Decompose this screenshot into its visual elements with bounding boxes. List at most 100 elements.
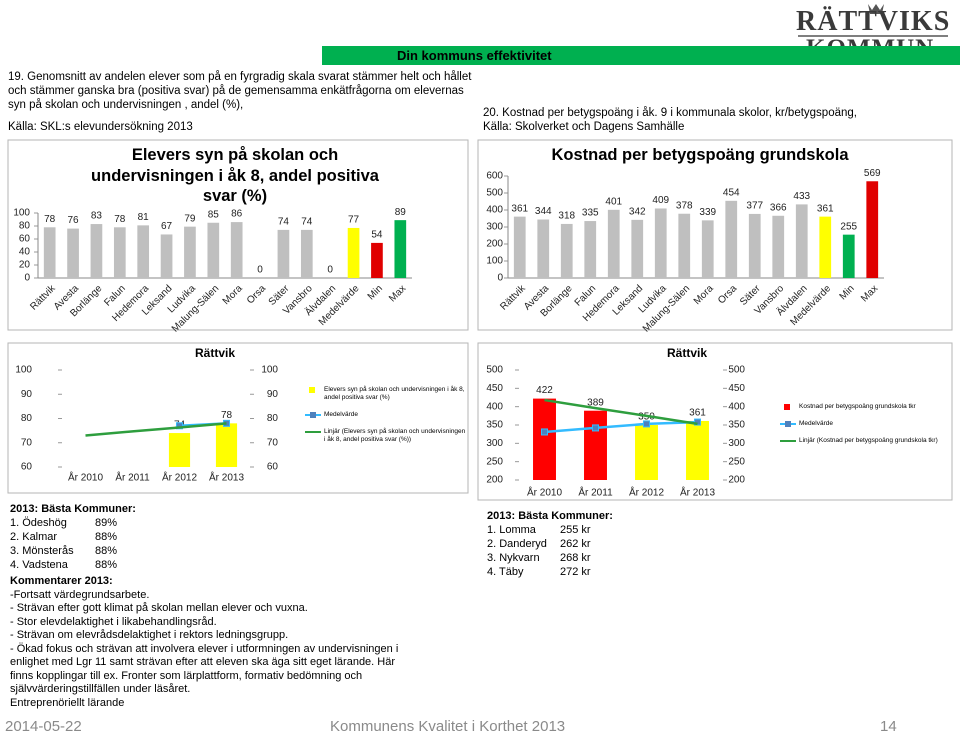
legend-label: Kostnad per betygspoäng grundskola tkr (799, 403, 916, 410)
best-name: 4. Vadstena (10, 559, 68, 571)
legend-label: Medelvärde (324, 411, 358, 418)
best-heading: 2013: Bästa Kommuner: (10, 503, 136, 515)
data-label: 378 (676, 200, 693, 211)
data-label: 361 (511, 203, 528, 214)
x-tick-label: År 2010 (527, 486, 562, 499)
bar (207, 222, 220, 278)
y-tick-label: 450 (486, 383, 503, 394)
bar (394, 220, 407, 278)
legend: Elevers syn på skolan och undervisningen… (305, 386, 467, 453)
chart-frame (7, 342, 469, 494)
y-tick-label: 400 (486, 401, 503, 412)
y-tick-label: 250 (486, 456, 503, 467)
y-tick-label: 80 (19, 221, 31, 232)
bar (533, 398, 556, 480)
bar (168, 433, 191, 467)
logo-line: RÄTTVIKS (796, 6, 951, 37)
y-tick-label: 450 (728, 383, 745, 394)
x-tick-label: År 2011 (115, 471, 150, 484)
legend-swatch (780, 440, 796, 442)
bar (160, 234, 173, 278)
line (544, 398, 698, 426)
data-label: 366 (770, 202, 787, 213)
legend-entry: Linjär (Kostnad per betygspoäng grundsko… (780, 437, 940, 445)
bar (113, 227, 126, 278)
data-label: 81 (138, 212, 150, 223)
best-heading: 2013: Bästa Kommuner: (487, 510, 613, 522)
comment-line: - Strävan efter gott klimat på skolan me… (10, 602, 308, 614)
bar (772, 215, 785, 278)
data-label: 569 (864, 168, 881, 179)
bar (230, 222, 243, 278)
legend-entry: Medelvärde (780, 420, 940, 428)
bar (137, 225, 150, 278)
marker (643, 420, 650, 428)
best-name: 1. Lomma (487, 524, 536, 536)
marker (541, 428, 548, 436)
data-label: 85 (208, 209, 220, 220)
swatch-box (309, 387, 315, 393)
chart-title: Rättvik (194, 346, 235, 360)
legend-label: Elevers syn på skolan och undervisningen… (324, 386, 465, 401)
data-label: 74 (301, 217, 313, 228)
y-tick-label: 350 (728, 420, 745, 431)
bar (725, 200, 738, 278)
bar (513, 216, 526, 278)
y-tick-label: 500 (728, 365, 745, 376)
y-tick-label: 70 (267, 437, 279, 448)
y-tick-label: 80 (21, 413, 33, 424)
data-label: 77 (348, 215, 360, 226)
y-tick-label: 500 (486, 365, 503, 376)
bar (560, 223, 573, 278)
legend-swatch (305, 412, 321, 418)
best-name: 4. Täby (487, 566, 524, 578)
data-label: 79 (184, 213, 196, 224)
x-tick-label: Min (366, 283, 385, 302)
legend-swatch (784, 404, 790, 410)
data-label: 83 (91, 211, 103, 222)
section-source: Källa: SKL:s elevundersökning 2013 (8, 121, 193, 133)
data-label: 74 (278, 217, 290, 228)
y-tick-label: 300 (486, 438, 503, 449)
bar (537, 219, 550, 278)
legend: Kostnad per betygspoäng grundskola tkr Me… (780, 403, 940, 454)
y-tick-label: 400 (486, 205, 503, 216)
chart-frame (477, 139, 953, 331)
comments: Kommentarer 2013: -Fortsatt värdegrundsar… (10, 575, 415, 710)
y-tick-label: 40 (19, 247, 31, 258)
comment-line: - Strävan om elevrådsdelaktighet i rekto… (10, 629, 289, 641)
swatch-marker (785, 421, 791, 427)
y-tick-label: 100 (15, 365, 32, 376)
marker (592, 424, 599, 432)
marker (176, 422, 183, 430)
comment-line: - Ökad fokus och strävan att involvera e… (10, 642, 399, 696)
section-heading: 19. Genomsnitt av andelen elever som på … (8, 71, 472, 111)
y-tick-label: 60 (267, 462, 279, 473)
data-label: 361 (689, 408, 706, 419)
data-label: 76 (68, 215, 80, 226)
legend-entry: Medelvärde (305, 411, 467, 419)
bar (371, 242, 383, 278)
bar (748, 213, 761, 278)
bar (819, 216, 832, 278)
data-label: 454 (723, 187, 740, 198)
bar (701, 220, 714, 278)
bar (584, 410, 607, 480)
best-value: 262 kr (560, 538, 591, 550)
x-tick-label: Orsa (716, 283, 739, 306)
legend-swatch (309, 387, 315, 393)
chart-title: Rättvik (666, 346, 707, 360)
banner: Din kommuns effektivitet (322, 46, 960, 65)
data-label: 67 (161, 221, 173, 232)
chart-frame (7, 139, 469, 331)
comment-line: - Stor elevdelaktighet i likabehandlings… (10, 615, 217, 628)
y-tick-label: 100 (486, 256, 503, 267)
best-value: 255 kr (560, 524, 591, 536)
data-label: 342 (629, 207, 646, 218)
x-tick-label: Mora (692, 283, 716, 307)
bar (300, 229, 313, 278)
y-tick-label: 600 (486, 171, 503, 182)
chart-title: Kostnad per betygspoäng grundskola (551, 146, 849, 164)
x-tick-label: Orsa (245, 283, 268, 306)
